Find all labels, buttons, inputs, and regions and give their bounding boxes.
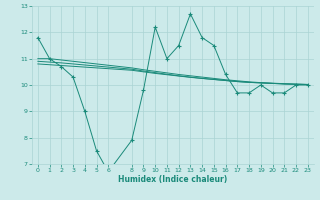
X-axis label: Humidex (Indice chaleur): Humidex (Indice chaleur): [118, 175, 228, 184]
